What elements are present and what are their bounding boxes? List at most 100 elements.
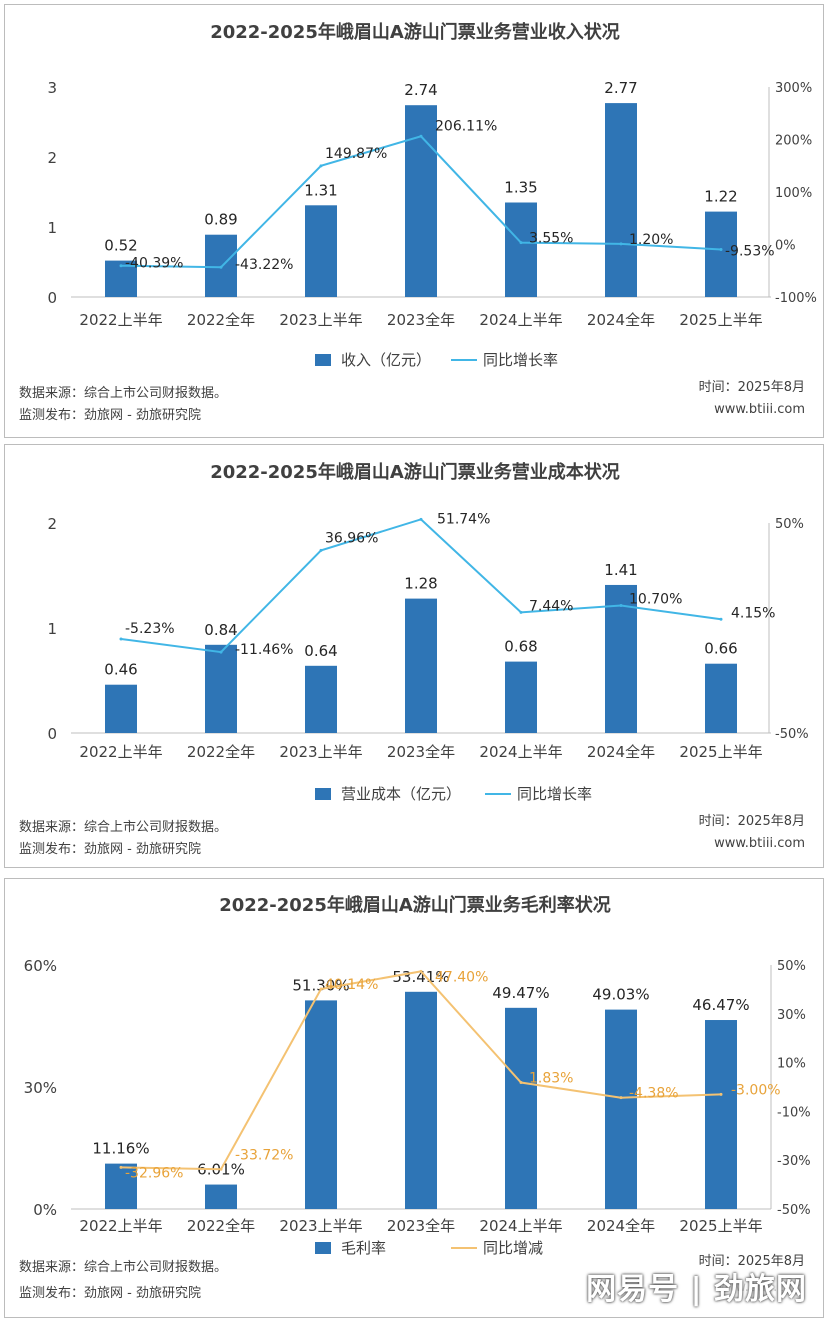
line-point-5 [619, 242, 623, 246]
margin-chart-panel: 2022-2025年峨眉山A游山门票业务毛利率状况 0% 30% 60% -50% -30… [4, 878, 824, 1318]
line-point-0 [119, 1165, 123, 1169]
bar-data-label: 0.46 [104, 661, 137, 679]
left-axis-tick-label: 1 [47, 219, 57, 237]
source-note: 数据来源：综合上市公司财报数据。 [19, 819, 227, 835]
chart-title: 2022-2025年峨眉山A游山门票业务营业收入状况 [210, 21, 620, 43]
bar-data-label: 1.28 [404, 575, 437, 593]
x-tick-label: 2023上半年 [279, 1217, 362, 1235]
x-tick-label: 2022全年 [187, 743, 255, 761]
bar-4 [505, 661, 537, 733]
line-data-label: 40.14% [325, 977, 378, 993]
left-axis-tick-label: 1 [47, 620, 57, 638]
bar-5 [605, 1009, 637, 1209]
line-data-label: 4.15% [731, 605, 775, 621]
line-point-4 [519, 1081, 523, 1085]
line-point-2 [319, 548, 323, 552]
line-point-6 [719, 1092, 723, 1096]
margin-chart: 2022-2025年峨眉山A游山门票业务毛利率状况 0% 30% 60% -50% -30… [19, 894, 811, 1301]
legend-line-label: 同比增减 [483, 1239, 543, 1257]
bar-3 [405, 105, 437, 297]
x-tick-label: 2025上半年 [679, 1217, 762, 1235]
website-note: www.btiii.com [714, 836, 805, 851]
line-data-label: -4.38% [629, 1086, 679, 1102]
right-axis-tick-label: 0% [775, 239, 796, 254]
line-data-label: -43.22% [235, 257, 293, 273]
line-point-5 [619, 1096, 623, 1100]
revenue-chart: 2022-2025年峨眉山A游山门票业务营业收入状况 0 1 2 3 -100% 0% 100… [19, 21, 817, 423]
line-point-4 [519, 241, 523, 245]
line-point-0 [119, 264, 123, 268]
bar-6 [705, 1020, 737, 1209]
left-axis-tick-label: 2 [47, 149, 57, 167]
line-data-label: 7.44% [529, 598, 573, 614]
x-tick-label: 2023全年 [387, 1217, 455, 1235]
x-tick-label: 2022上半年 [79, 1217, 162, 1235]
line-point-4 [519, 610, 523, 614]
bar-data-label: 1.31 [304, 181, 337, 199]
line-point-1 [219, 1167, 223, 1171]
bar-data-label: 49.47% [492, 984, 549, 1002]
legend-bar-label: 收入（亿元） [341, 351, 431, 369]
line-data-label: 206.11% [435, 118, 497, 134]
legend-line-label: 同比增长率 [517, 785, 592, 803]
bar-2 [305, 665, 337, 733]
right-axis-tick-label: 200% [775, 134, 812, 149]
x-tick-label: 2023全年 [387, 743, 455, 761]
source-note: 数据来源：综合上市公司财报数据。 [19, 1259, 227, 1275]
line-data-label: 1.83% [529, 1071, 573, 1087]
right-axis-tick-label: 300% [775, 81, 812, 96]
line-point-6 [719, 248, 723, 252]
x-tick-label: 2024上半年 [479, 743, 562, 761]
line-data-label: -3.00% [731, 1082, 781, 1098]
x-tick-label: 2024上半年 [479, 311, 562, 329]
left-axis-tick-label: 30% [24, 1079, 57, 1097]
bar-6 [705, 211, 737, 297]
date-note: 时间：2025年8月 [699, 1254, 805, 1269]
bar-2 [305, 205, 337, 297]
bar-data-label: 2.77 [604, 79, 637, 97]
bar-data-label: 0.52 [104, 237, 137, 255]
right-axis-tick-label: -100% [775, 291, 817, 306]
source-note: 数据来源：综合上市公司财报数据。 [19, 385, 227, 401]
right-axis-tick-label: -50% [777, 1203, 811, 1218]
bar-6 [705, 663, 737, 733]
line-data-label: -5.23% [125, 621, 175, 637]
bar-data-label: 2.74 [404, 81, 437, 99]
left-axis-tick-label: 0 [47, 725, 57, 743]
line-data-label: 36.96% [325, 530, 378, 546]
bar-3 [405, 598, 437, 733]
line-point-3 [419, 134, 423, 138]
line-data-label: 1.20% [629, 232, 673, 248]
right-axis-tick-label: 30% [777, 1008, 806, 1023]
line-data-label: 3.55% [529, 231, 573, 247]
right-axis-tick-label: 10% [777, 1057, 806, 1072]
line-data-label: -9.53% [725, 244, 775, 260]
line-point-5 [619, 604, 623, 608]
line-data-label: 149.87% [325, 146, 387, 162]
legend-bar-swatch [315, 1242, 331, 1254]
chart-title: 2022-2025年峨眉山A游山门票业务毛利率状况 [219, 894, 611, 916]
bar-2 [305, 1000, 337, 1209]
x-tick-label: 2025上半年 [679, 311, 762, 329]
right-axis-tick-label: -30% [777, 1154, 811, 1169]
left-axis-tick-label: 0 [47, 289, 57, 307]
line-data-label: -40.39% [125, 256, 183, 272]
publisher-note: 监测发布：劲旅网 - 劲旅研究院 [19, 407, 201, 423]
line-point-3 [419, 969, 423, 973]
left-axis-tick-label: 2 [47, 515, 57, 533]
x-tick-label: 2025上半年 [679, 743, 762, 761]
revenue-chart-panel: 2022-2025年峨眉山A游山门票业务营业收入状况 0 1 2 3 -100% 0% 100… [4, 4, 824, 438]
bar-1 [205, 1184, 237, 1209]
x-tick-label: 2023上半年 [279, 743, 362, 761]
publisher-note: 监测发布：劲旅网 - 劲旅研究院 [19, 1285, 201, 1301]
bar-4 [505, 202, 537, 297]
line-point-6 [719, 617, 723, 621]
left-axis-tick-label: 3 [47, 79, 57, 97]
x-tick-label: 2023全年 [387, 311, 455, 329]
right-axis-tick-label: 50% [777, 959, 806, 974]
x-tick-label: 2023上半年 [279, 311, 362, 329]
right-axis-tick-label: -50% [775, 727, 809, 742]
line-point-0 [119, 637, 123, 641]
legend-bar-label: 营业成本（亿元） [341, 785, 461, 803]
x-tick-label: 2024上半年 [479, 1217, 562, 1235]
